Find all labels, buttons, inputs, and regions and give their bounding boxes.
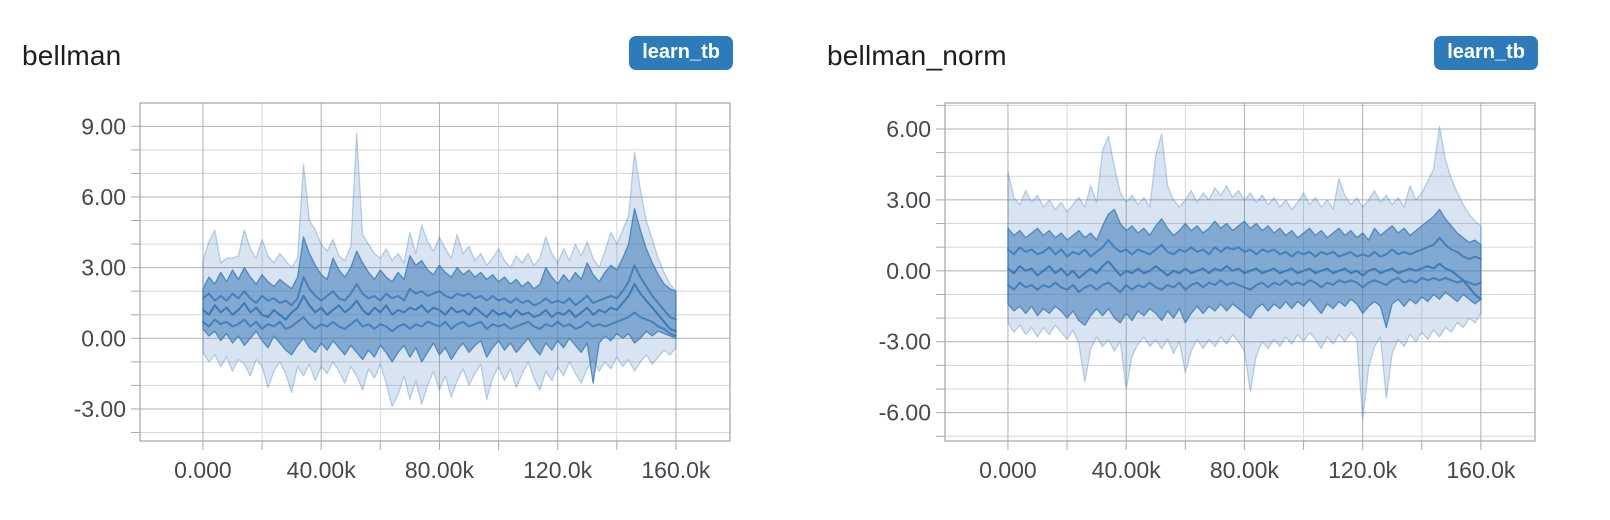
series-run-line-upper xyxy=(202,264,677,321)
series-run-line-center xyxy=(202,283,677,333)
bellman-norm-plot[interactable]: 6.00 3.00 0.00 -3.00 -6.00 0.000 40.00k 80.00k 1… xyxy=(805,0,1610,520)
series-run-line-upper xyxy=(1007,236,1482,260)
y-tick-label: 9.00 xyxy=(81,113,126,139)
x-tick-label: 160.0k xyxy=(1446,457,1516,483)
x-tick-label: 40.00k xyxy=(287,457,357,483)
x-tick-label: 0.000 xyxy=(174,457,232,483)
run-badge-learn-tb[interactable]: learn_tb xyxy=(629,36,733,70)
axis-ticks xyxy=(131,125,677,450)
x-axis-labels: 0.000 40.00k 80.00k 120.0k 160.0k xyxy=(979,457,1516,483)
plot-border xyxy=(139,102,731,442)
series-run-line-center xyxy=(1007,260,1482,301)
x-tick-label: 80.00k xyxy=(1210,457,1280,483)
bellman-plot[interactable]: 9.00 6.00 3.00 0.00 -3.00 0.000 40.00k 80.00k 12… xyxy=(0,0,805,520)
y-tick-label: 6.00 xyxy=(81,184,126,210)
series-run-line-lower xyxy=(1007,276,1482,294)
x-axis-labels: 0.000 40.00k 80.00k 120.0k 160.0k xyxy=(174,457,711,483)
x-tick-label: 80.00k xyxy=(405,457,475,483)
x-tick-label: 120.0k xyxy=(1328,457,1398,483)
y-tick-label: 6.00 xyxy=(886,116,931,142)
chart-title-bellman: bellman xyxy=(22,40,122,71)
x-tick-label: 160.0k xyxy=(641,457,711,483)
y-tick-label: 3.00 xyxy=(81,255,126,281)
y-axis-labels: 6.00 3.00 0.00 -3.00 -6.00 xyxy=(879,116,931,426)
y-tick-label: 3.00 xyxy=(886,187,931,213)
y-tick-label: -3.00 xyxy=(879,329,931,355)
plot-border xyxy=(944,102,1536,442)
x-tick-label: 0.000 xyxy=(979,457,1037,483)
axis-ticks xyxy=(936,104,1482,450)
y-tick-label: 0.00 xyxy=(81,325,126,351)
y-axis-labels: 9.00 6.00 3.00 0.00 -3.00 xyxy=(74,113,126,422)
chart-title-bellman-norm: bellman_norm xyxy=(827,40,1007,71)
x-tick-label: 40.00k xyxy=(1092,457,1162,483)
chart-card-bellman: 9.00 6.00 3.00 0.00 -3.00 0.000 40.00k 80.00k 12… xyxy=(0,0,805,520)
run-badge-learn-tb[interactable]: learn_tb xyxy=(1434,36,1538,70)
series-band-run-spread xyxy=(202,208,677,384)
y-tick-label: -3.00 xyxy=(74,396,126,422)
y-tick-label: 0.00 xyxy=(886,258,931,284)
y-tick-label: -6.00 xyxy=(879,400,931,426)
series-run-line-lower xyxy=(202,311,677,337)
x-tick-label: 120.0k xyxy=(523,457,593,483)
chart-card-bellman-norm: 6.00 3.00 0.00 -3.00 -6.00 0.000 40.00k 80.00k 1… xyxy=(805,0,1610,520)
